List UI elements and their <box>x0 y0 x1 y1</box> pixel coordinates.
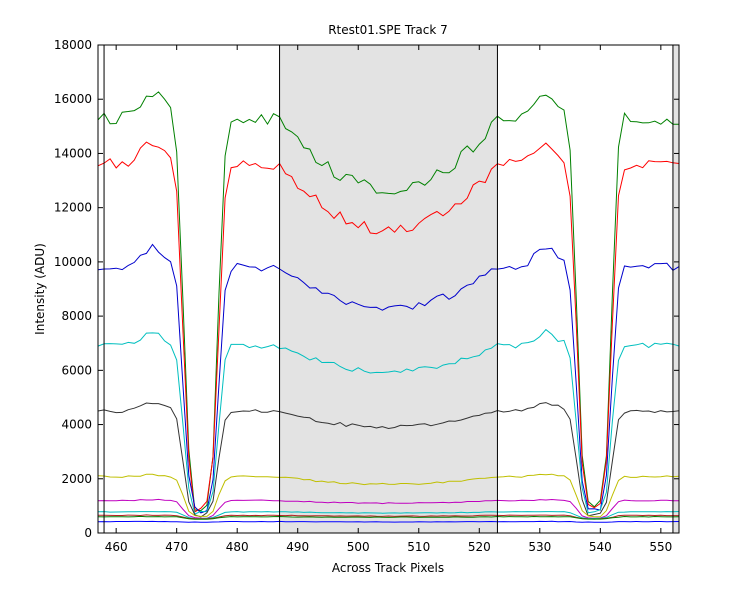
y-tick-label-2: 4000 <box>61 418 92 432</box>
plot-frame <box>97 44 680 534</box>
y-tick-label-4: 8000 <box>61 309 92 323</box>
x-tick-label-4: 500 <box>347 540 370 554</box>
x-tick-label-6: 520 <box>468 540 491 554</box>
y-tick-label-8: 16000 <box>54 92 92 106</box>
y-tick-label-1: 2000 <box>61 472 92 486</box>
series-line-5 <box>97 473 680 518</box>
x-tick-label-5: 510 <box>407 540 430 554</box>
x-tick-label-2: 480 <box>226 540 249 554</box>
series-line-9 <box>97 515 680 520</box>
y-axis-label: Intensity (ADU) <box>33 243 47 335</box>
series-line-4 <box>97 402 680 518</box>
x-tick-label-0: 460 <box>105 540 128 554</box>
x-axis-label: Across Track Pixels <box>332 561 444 575</box>
x-tick-label-8: 540 <box>589 540 612 554</box>
y-tick-label-9: 18000 <box>54 38 92 52</box>
y-tick-label-6: 12000 <box>54 201 92 215</box>
series-line-2 <box>97 243 680 514</box>
series-line-10 <box>97 520 680 523</box>
plot-area: 460 470 480 490 500 510 520 530 540 550 0 2000 4000 6… <box>54 38 680 554</box>
x-tick-label-3: 490 <box>286 540 309 554</box>
shaded-region <box>279 45 498 533</box>
chart-title: Rtest01.SPE Track 7 <box>328 23 448 37</box>
x-tick-label-7: 530 <box>528 540 551 554</box>
x-tick-label-1: 470 <box>165 540 188 554</box>
y-tick-label-3: 6000 <box>61 363 92 377</box>
shaded-region-right <box>672 45 679 533</box>
y-tick-label-7: 14000 <box>54 146 92 160</box>
y-tick-label-0: 0 <box>84 526 92 540</box>
x-tick-label-9: 550 <box>649 540 672 554</box>
y-tick-label-5: 10000 <box>54 255 92 269</box>
series-line-6 <box>97 498 679 519</box>
